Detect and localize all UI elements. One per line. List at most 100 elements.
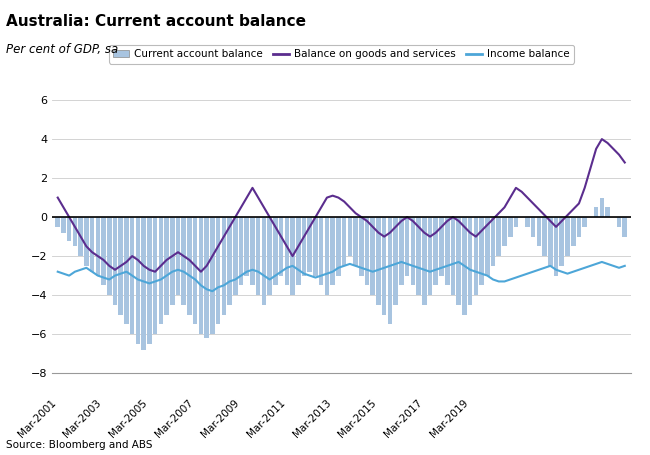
Bar (187, 217, 192, 314)
Bar (462, 217, 467, 314)
Bar (370, 217, 375, 295)
Bar (497, 217, 501, 256)
Bar (141, 217, 146, 350)
Text: Source: Bloomberg and ABS: Source: Bloomberg and ABS (6, 440, 153, 450)
Bar (279, 217, 283, 276)
Bar (112, 217, 117, 305)
Text: Mar-2005: Mar-2005 (108, 398, 150, 440)
Bar (153, 217, 157, 334)
Bar (307, 217, 312, 272)
Bar (222, 217, 226, 314)
Bar (531, 217, 536, 237)
Text: Mar-2017: Mar-2017 (382, 398, 424, 440)
Bar (67, 217, 72, 241)
Bar (577, 217, 581, 237)
Bar (216, 217, 220, 324)
Bar (491, 217, 495, 266)
Bar (181, 217, 186, 305)
Bar (354, 217, 358, 266)
Text: Mar-2019: Mar-2019 (428, 398, 470, 440)
Bar (227, 217, 232, 305)
Bar (387, 217, 392, 324)
Bar (324, 217, 329, 295)
Bar (267, 217, 272, 295)
Bar (79, 217, 83, 256)
Bar (159, 217, 163, 324)
Text: Mar-2001: Mar-2001 (16, 398, 58, 440)
Legend: Current account balance, Balance on goods and services, Income balance: Current account balance, Balance on good… (109, 45, 574, 64)
Bar (582, 217, 587, 227)
Bar (273, 217, 278, 285)
Bar (479, 217, 484, 285)
Bar (244, 217, 249, 276)
Bar (376, 217, 381, 305)
Text: Australia: Current account balance: Australia: Current account balance (6, 14, 307, 29)
Bar (405, 217, 410, 276)
Text: Mar-2003: Mar-2003 (62, 398, 103, 440)
Bar (548, 217, 552, 266)
Bar (313, 217, 318, 276)
Bar (90, 217, 94, 272)
Bar (536, 217, 541, 246)
Bar (399, 217, 404, 285)
Text: Mar-2013: Mar-2013 (291, 398, 333, 440)
Bar (239, 217, 243, 285)
Bar (566, 217, 570, 256)
Bar (291, 217, 295, 295)
Bar (474, 217, 478, 295)
Bar (554, 217, 558, 276)
Bar (393, 217, 398, 305)
Bar (525, 217, 530, 227)
Bar (560, 217, 564, 266)
Bar (599, 197, 604, 217)
Bar (256, 217, 261, 295)
Bar (233, 217, 238, 295)
Bar (502, 217, 507, 246)
Bar (73, 217, 77, 246)
Bar (348, 217, 352, 256)
Bar (302, 217, 306, 276)
Bar (571, 217, 575, 246)
Bar (450, 217, 455, 295)
Bar (55, 217, 60, 227)
Text: Mar-2007: Mar-2007 (153, 398, 195, 440)
Bar (319, 217, 324, 285)
Bar (204, 217, 209, 338)
Bar (164, 217, 169, 314)
Bar (118, 217, 123, 314)
Bar (445, 217, 450, 285)
Bar (365, 217, 369, 285)
Bar (124, 217, 129, 324)
Bar (193, 217, 198, 324)
Bar (84, 217, 88, 266)
Bar (176, 217, 180, 295)
Text: Mar-2011: Mar-2011 (245, 398, 287, 440)
Bar (542, 217, 547, 256)
Bar (107, 217, 112, 295)
Text: Mar-2015: Mar-2015 (337, 398, 378, 440)
Bar (422, 217, 426, 305)
Bar (285, 217, 289, 285)
Bar (456, 217, 461, 305)
Bar (342, 217, 346, 266)
Bar (336, 217, 341, 276)
Bar (170, 217, 175, 305)
Bar (623, 217, 627, 237)
Bar (416, 217, 421, 295)
Bar (130, 217, 135, 334)
Bar (330, 217, 335, 285)
Bar (434, 217, 438, 285)
Bar (296, 217, 300, 285)
Bar (136, 217, 140, 344)
Bar (508, 217, 512, 237)
Bar (411, 217, 415, 285)
Bar (594, 207, 599, 217)
Bar (262, 217, 266, 305)
Bar (359, 217, 363, 276)
Text: Per cent of GDP, sa: Per cent of GDP, sa (6, 43, 119, 56)
Bar (147, 217, 151, 344)
Bar (428, 217, 432, 295)
Bar (617, 217, 621, 227)
Bar (439, 217, 444, 276)
Bar (96, 217, 100, 276)
